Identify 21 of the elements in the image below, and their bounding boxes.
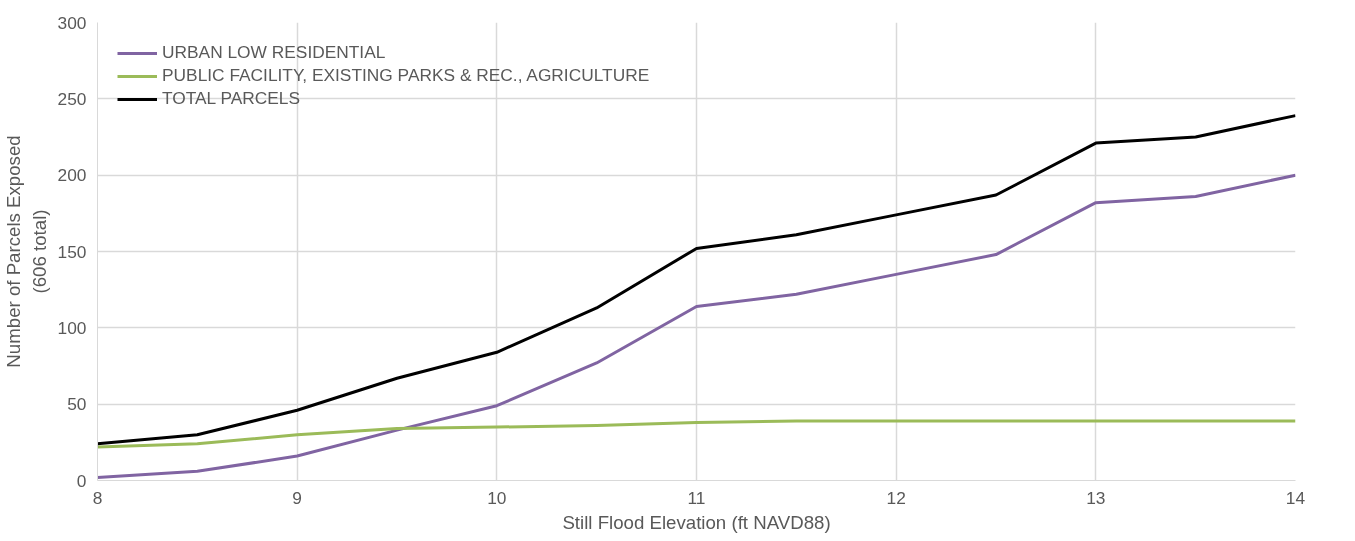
x-tick-label: 10 xyxy=(487,487,507,508)
y-tick-label: 250 xyxy=(57,88,87,109)
y-tick-label: 0 xyxy=(76,470,87,491)
x-tick-label: 9 xyxy=(292,487,302,508)
x-tick-label: 8 xyxy=(92,487,103,508)
y-tick-label: 150 xyxy=(57,241,87,262)
y-tick-label: 300 xyxy=(57,12,87,33)
legend-label: PUBLIC FACILITY, EXISTING PARKS & REC., AGRICULTURE xyxy=(162,65,650,86)
x-tick-label: 12 xyxy=(886,487,906,508)
x-tick-label: 11 xyxy=(687,487,706,508)
line-series xyxy=(97,419,1296,449)
x-axis-title: Still Flood Elevation (ft NAVD88) xyxy=(562,511,831,533)
y-tick-label: 50 xyxy=(67,394,87,415)
x-tick-label: 13 xyxy=(1086,487,1106,508)
y-tick-label: 100 xyxy=(57,317,87,338)
y-axis-title: Number of Parcels Exposed (606 total) xyxy=(3,135,50,368)
x-tick-label: 14 xyxy=(1285,487,1306,508)
line-series xyxy=(97,114,1296,446)
legend-label: URBAN LOW RESIDENTIAL xyxy=(162,42,386,63)
legend-label: TOTAL PARCELS xyxy=(162,88,301,109)
y-tick-label: 200 xyxy=(57,165,87,186)
